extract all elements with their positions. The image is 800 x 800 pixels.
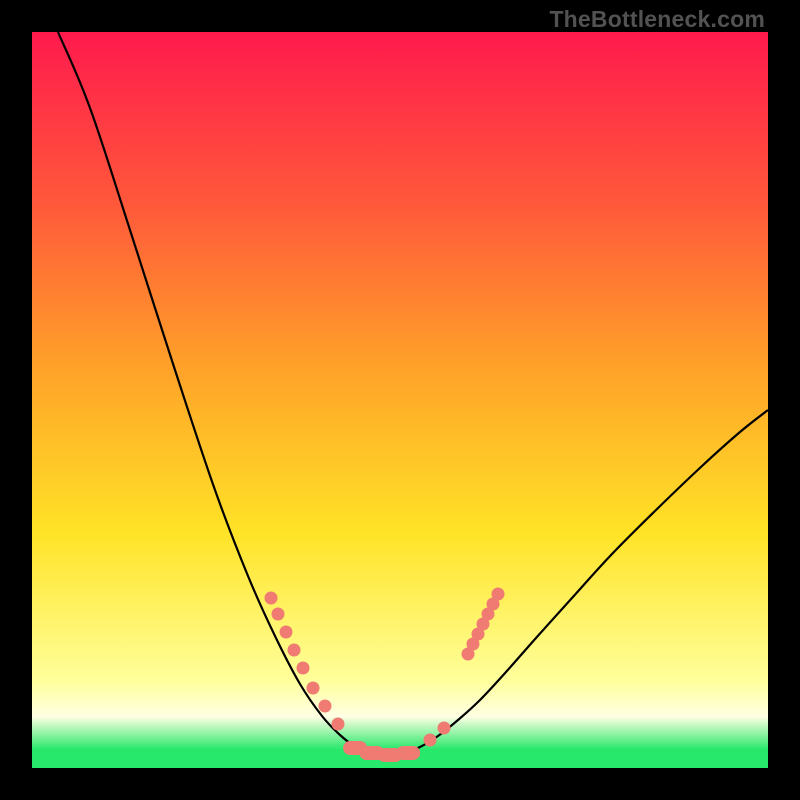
chart-frame: TheBottleneck.com (0, 0, 800, 800)
curve-marker (319, 700, 332, 713)
curve-marker (272, 608, 285, 621)
curve-marker (307, 682, 320, 695)
watermark-text: TheBottleneck.com (549, 6, 765, 33)
curve-marker (396, 746, 420, 760)
curve-marker (492, 588, 505, 601)
curve-marker (280, 626, 293, 639)
plot-area (32, 32, 768, 768)
curve-path (58, 32, 768, 755)
curve-marker (288, 644, 301, 657)
curve-marker (438, 722, 451, 735)
curve-marker (297, 662, 310, 675)
curve-marker (332, 718, 345, 731)
bottleneck-curve (32, 32, 768, 768)
curve-marker (424, 734, 437, 747)
curve-marker (265, 592, 278, 605)
